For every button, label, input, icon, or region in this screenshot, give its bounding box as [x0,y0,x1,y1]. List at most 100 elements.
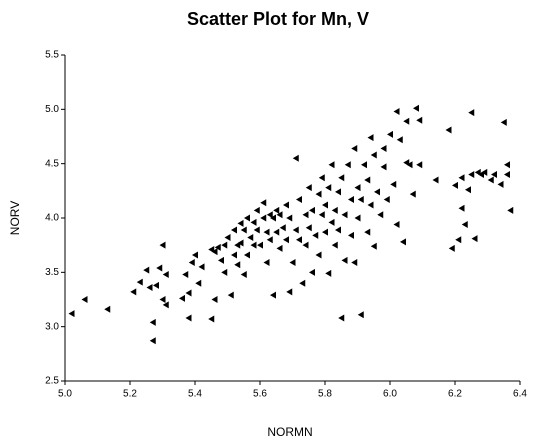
point [338,174,345,182]
point [487,176,494,184]
point [354,214,361,222]
point [276,211,283,219]
x-tick-label: 5.2 [123,389,137,400]
point [322,228,328,236]
point [465,186,471,194]
point [283,201,289,209]
point [338,314,345,322]
point [318,174,325,182]
point [305,184,312,192]
point [377,211,384,219]
point [387,130,393,138]
point [247,234,254,242]
point [312,231,319,239]
point [491,171,497,179]
point [198,263,205,271]
point [240,226,247,234]
point [318,211,325,219]
point [273,206,280,214]
point [403,117,410,125]
point [266,236,273,244]
point [296,236,302,244]
point [432,176,439,184]
point [182,271,189,279]
point [500,118,507,126]
point [234,261,241,269]
point [159,296,166,303]
point [335,188,341,196]
y-tick-label: 3.0 [45,321,59,332]
x-tick-label: 6.0 [383,389,397,400]
point [393,221,400,229]
point [273,228,280,236]
point [367,134,374,142]
point [156,264,163,272]
point [231,251,237,259]
x-axis-label: NORMN [267,425,312,439]
point [214,243,221,251]
point [393,108,400,116]
point [348,196,354,204]
point [390,180,397,188]
y-axis-label: NORV [8,201,22,235]
point [286,288,293,296]
point [413,104,419,112]
x-tick-label: 6.2 [448,389,462,400]
point [331,206,338,214]
point [328,218,335,226]
point [153,281,159,289]
point [283,236,289,244]
point [504,161,510,169]
point [257,241,263,249]
x-tick-label: 5.6 [253,389,267,400]
point [380,163,387,171]
point [341,256,348,264]
chart-title: Scatter Plot for Mn, V [187,9,369,29]
point [302,211,309,219]
y-tick-label: 4.0 [45,213,59,224]
point [380,144,387,152]
point [305,224,312,232]
point [406,161,413,169]
point [260,214,267,222]
point [315,190,322,198]
point [260,199,267,207]
point [130,288,137,296]
point [315,251,322,259]
point [270,214,276,222]
point [227,291,234,299]
point [361,161,367,169]
point [455,236,462,244]
point [146,284,153,292]
y-tick-label: 4.5 [45,158,59,169]
point [416,161,423,169]
point [374,188,380,196]
point [302,241,309,249]
point [292,226,299,234]
point [448,244,455,252]
point [364,228,371,236]
point [481,168,488,176]
point [276,244,283,252]
point [104,305,111,313]
point [221,268,228,276]
point [364,176,371,184]
point [348,231,354,239]
point [237,239,244,247]
point [325,269,332,277]
point [292,154,299,162]
y-tick-label: 5.5 [45,50,59,61]
point [143,266,150,274]
point [452,181,458,189]
point [309,206,315,214]
point [162,301,169,309]
point [416,116,423,124]
point [81,296,88,303]
point [231,226,237,234]
point [250,218,257,226]
y-tick-label: 2.5 [45,376,59,387]
point [211,296,218,303]
point [250,241,257,249]
point [351,259,358,267]
